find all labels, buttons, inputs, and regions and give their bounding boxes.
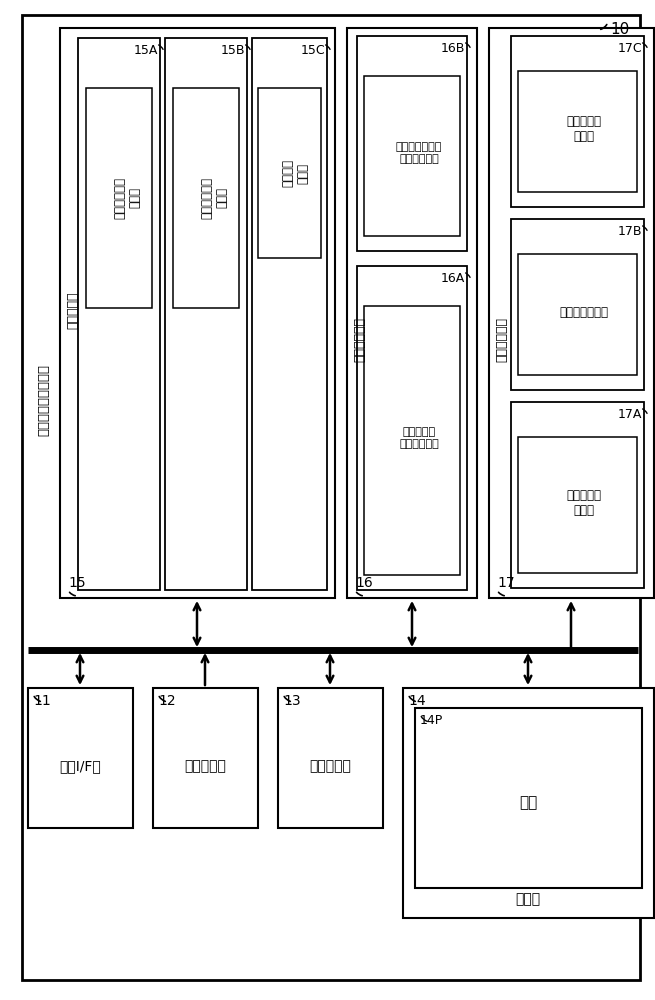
- Bar: [347, 28, 477, 598]
- Text: 通信I/F部: 通信I/F部: [59, 759, 101, 773]
- Bar: [415, 708, 642, 888]
- Bar: [364, 76, 460, 236]
- Text: 操作输入部: 操作输入部: [184, 759, 226, 773]
- Bar: [258, 88, 321, 258]
- Text: 能源削减量预测装置: 能源削减量预测装置: [37, 364, 50, 436]
- Bar: [511, 402, 644, 588]
- Text: 暂定削减量
算出部: 暂定削减量 算出部: [567, 489, 601, 517]
- Bar: [252, 38, 327, 590]
- Text: 14P: 14P: [420, 714, 443, 727]
- Bar: [364, 306, 460, 575]
- Text: 17: 17: [497, 576, 515, 590]
- Bar: [403, 688, 654, 918]
- Text: 程序: 程序: [519, 796, 537, 810]
- Bar: [518, 437, 637, 573]
- Bar: [357, 266, 467, 590]
- Bar: [173, 88, 239, 308]
- Bar: [511, 219, 644, 390]
- Bar: [78, 38, 160, 590]
- Text: 需求量预测部: 需求量预测部: [354, 318, 367, 362]
- Text: 17A: 17A: [618, 408, 642, 421]
- Bar: [60, 28, 335, 598]
- Bar: [489, 28, 654, 598]
- Text: 14: 14: [408, 694, 426, 708]
- Text: 16: 16: [355, 576, 373, 590]
- Text: 16A: 16A: [441, 272, 465, 285]
- Text: 17B: 17B: [618, 225, 642, 238]
- Text: 16B: 16B: [441, 42, 465, 55]
- Text: 画面显示部: 画面显示部: [309, 759, 351, 773]
- Text: 17C: 17C: [618, 42, 642, 55]
- Text: 存储部: 存储部: [515, 892, 540, 906]
- Text: 预测削减量
算出部: 预测削减量 算出部: [567, 115, 601, 143]
- Text: 通常运转条件
取得部: 通常运转条件 取得部: [113, 177, 141, 219]
- Text: 环境数据
取得部: 环境数据 取得部: [281, 159, 309, 187]
- Bar: [357, 36, 467, 251]
- Text: 13: 13: [283, 694, 301, 708]
- Text: 15: 15: [68, 576, 86, 590]
- Bar: [86, 88, 152, 308]
- Text: 10: 10: [610, 22, 629, 37]
- Text: 调整系数算出部: 调整系数算出部: [559, 306, 608, 318]
- Text: 模拟运算部
（模拟模型）: 模拟运算部 （模拟模型）: [399, 427, 439, 449]
- Bar: [165, 38, 247, 590]
- Bar: [278, 688, 383, 828]
- Bar: [153, 688, 258, 828]
- Text: 15B: 15B: [221, 44, 245, 57]
- Text: 15C: 15C: [301, 44, 325, 57]
- Bar: [511, 36, 644, 207]
- Bar: [28, 688, 133, 828]
- Text: 12: 12: [158, 694, 176, 708]
- Bar: [518, 254, 637, 375]
- Text: 15A: 15A: [134, 44, 158, 57]
- Text: 数据模型运算部
（数据模型）: 数据模型运算部 （数据模型）: [396, 142, 442, 164]
- Text: 数据取得部: 数据取得部: [67, 291, 79, 329]
- Text: 削减运转条件
取得部: 削减运转条件 取得部: [200, 177, 228, 219]
- Text: 削减量预测部: 削减量预测部: [495, 318, 508, 362]
- Bar: [518, 71, 637, 192]
- Text: 11: 11: [33, 694, 50, 708]
